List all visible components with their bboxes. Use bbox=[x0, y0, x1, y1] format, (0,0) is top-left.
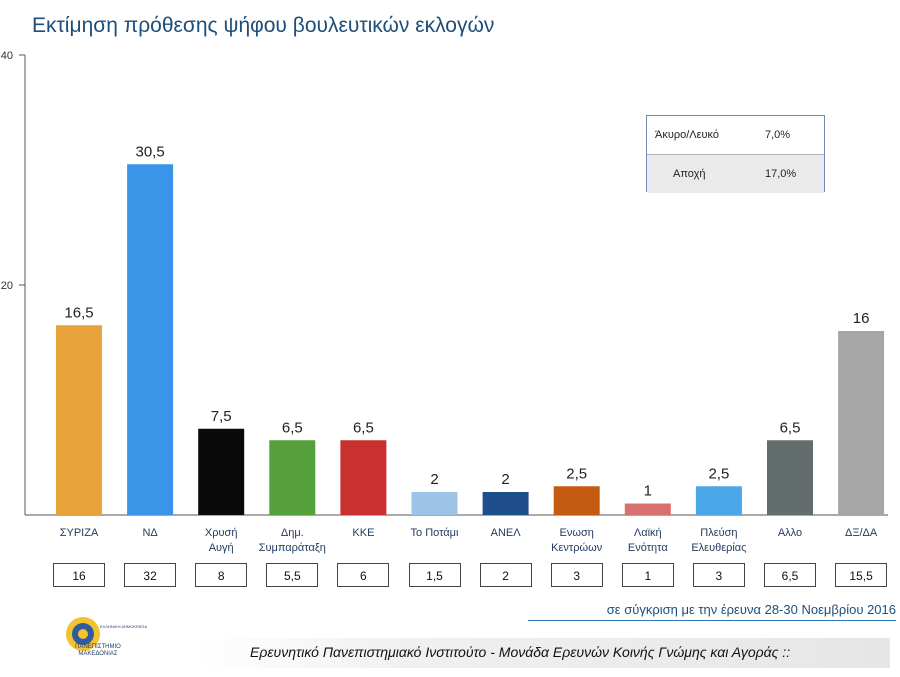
x-tick-label: ΣΥΡΙΖΑ bbox=[60, 527, 99, 539]
data-label: 1 bbox=[644, 483, 652, 500]
x-tick-label: Αυγή bbox=[209, 542, 234, 554]
data-label: 16,5 bbox=[64, 304, 93, 321]
comparison-value-box: 1 bbox=[621, 563, 674, 587]
footer-band bbox=[200, 638, 890, 668]
abstention-table: Άκυρο/Λευκό 7,0% Αποχή 17,0% bbox=[646, 115, 825, 193]
data-label: 6,5 bbox=[780, 419, 801, 436]
bar bbox=[269, 440, 316, 515]
comparison-value-box: 3 bbox=[692, 563, 745, 587]
info-label: Άκυρο/Λευκό bbox=[655, 129, 720, 141]
info-value: 7,0% bbox=[765, 129, 791, 141]
bar bbox=[198, 428, 245, 515]
x-tick-label: Ενότητα bbox=[628, 542, 668, 554]
x-tick-label: Αλλο bbox=[778, 527, 802, 539]
comparison-value-box: 15,5 bbox=[835, 563, 888, 587]
data-label: 2 bbox=[501, 471, 509, 488]
x-tick-label: Ελευθερίας bbox=[691, 542, 746, 554]
y-tick-label: 40 bbox=[1, 50, 13, 62]
y-tick-label: 20 bbox=[1, 280, 13, 292]
bar bbox=[695, 486, 742, 515]
bar bbox=[767, 440, 813, 515]
data-label: 2 bbox=[430, 471, 438, 488]
bar bbox=[624, 503, 671, 515]
data-label: 7,5 bbox=[211, 408, 232, 425]
data-label: 2,5 bbox=[708, 465, 729, 482]
data-label: 6,5 bbox=[282, 419, 303, 436]
footer-text: Ερευνητικό Πανεπιστημιακό Ινστιτούτο - Μ… bbox=[250, 644, 791, 660]
bar bbox=[411, 492, 458, 515]
x-tick-label: ΚΚΕ bbox=[352, 527, 374, 539]
info-row-invalid: Άκυρο/Λευκό 7,0% bbox=[647, 116, 824, 154]
logo-line1: ΠΑΝΕΠΙΣΤΗΜΙΟ bbox=[75, 644, 121, 650]
comparison-value-box: 32 bbox=[124, 563, 177, 587]
comparison-value-box: 6 bbox=[337, 563, 390, 587]
comparison-value-box: 6,5 bbox=[764, 563, 816, 587]
comparison-value-box: 8 bbox=[195, 563, 248, 587]
logo-line2: ΜΑΚΕΔΟΝΙΑΣ bbox=[78, 651, 118, 657]
logo-small-text: ΕΛΛΗΝΙΚΗ ΔΗΜΟΚΡΑΤΙΑ bbox=[100, 624, 147, 629]
university-logo bbox=[58, 612, 168, 672]
data-label: 6,5 bbox=[353, 419, 374, 436]
comparison-value-box: 2 bbox=[479, 563, 532, 587]
x-tick-label: ΔΞ/ΔΑ bbox=[845, 527, 878, 539]
info-row-abstention: Αποχή 17,0% bbox=[647, 154, 824, 193]
chart-bars bbox=[56, 164, 885, 515]
bar bbox=[340, 440, 387, 515]
logo-text: ΠΑΝΕΠΙΣΤΗΜΙΟ ΜΑΚΕΔΟΝΙΑΣ bbox=[68, 644, 128, 658]
chart-title: Εκτίμηση πρόθεσης ψήφου βουλευτικών εκλο… bbox=[32, 14, 495, 37]
x-tick-label: Δημ. bbox=[281, 527, 304, 539]
comparison-value-box: 5,5 bbox=[266, 563, 319, 587]
comparison-value-box: 1,5 bbox=[408, 563, 461, 587]
bar bbox=[482, 492, 529, 515]
info-label: Αποχή bbox=[673, 168, 706, 180]
bar bbox=[56, 325, 102, 515]
bar bbox=[838, 331, 885, 515]
x-tick-label: ΑΝΕΛ bbox=[491, 527, 522, 539]
x-tick-label: Το Ποτάμι bbox=[411, 527, 459, 539]
chart-labels: 16,5ΣΥΡΙΖΑ30,5ΝΔ7,5ΧρυσήΑυγή6,5Δημ.Συμπα… bbox=[60, 143, 878, 554]
comparison-note: σε σύγκριση με την έρευνα 28-30 Νοεμβρίο… bbox=[528, 602, 896, 621]
x-tick-label: Χρυσή bbox=[205, 527, 238, 539]
x-tick-label: Κεντρώων bbox=[551, 542, 603, 554]
data-label: 16 bbox=[853, 310, 870, 327]
x-tick-label: Πλεύση bbox=[700, 527, 737, 539]
info-value: 17,0% bbox=[765, 168, 797, 180]
bar bbox=[553, 486, 600, 515]
bar bbox=[127, 164, 174, 515]
x-tick-label: Συμπαράταξη bbox=[259, 542, 326, 554]
x-tick-label: Λαϊκή bbox=[634, 527, 662, 539]
x-tick-label: ΝΔ bbox=[142, 527, 158, 539]
data-label: 30,5 bbox=[135, 143, 164, 160]
comparison-value-box: 3 bbox=[550, 563, 603, 587]
x-tick-label: Ενωση bbox=[560, 527, 594, 539]
comparison-value-box: 16 bbox=[53, 563, 105, 587]
data-label: 2,5 bbox=[566, 465, 587, 482]
